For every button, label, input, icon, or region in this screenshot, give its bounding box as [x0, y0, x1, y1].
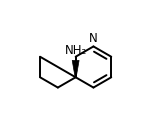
Text: NH₂: NH₂	[65, 44, 87, 57]
Text: N: N	[89, 32, 98, 45]
Polygon shape	[72, 60, 79, 77]
